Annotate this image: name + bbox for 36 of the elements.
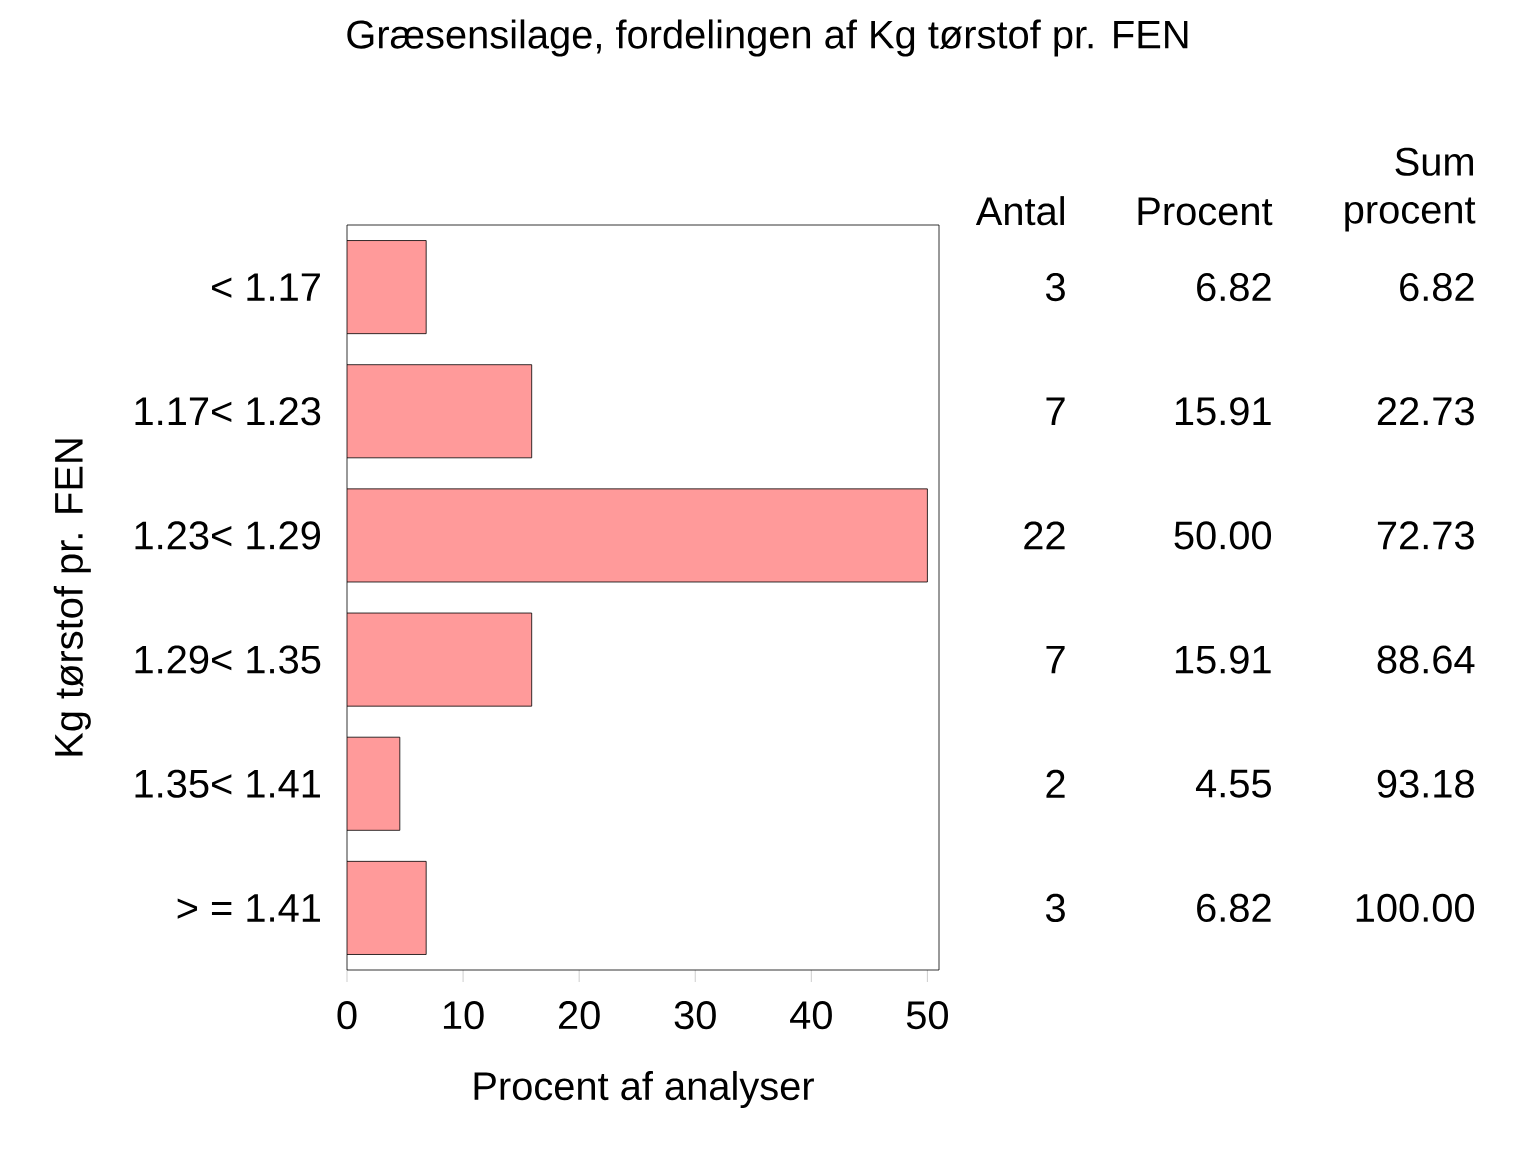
text: 93.18 (1377, 769, 1474, 798)
x-tick-label: 30 (674, 1001, 716, 1030)
x-tick-label: 40 (790, 1001, 832, 1030)
y-tick-label: > = 1.41 (177, 894, 320, 922)
text: 3 (1045, 893, 1065, 923)
data-label: 50.00 (1174, 521, 1272, 550)
text: 7 (1046, 645, 1065, 674)
y-tick-label: 1.17< 1.23 (135, 397, 321, 426)
y-tick-label: 1.23< 1.29 (135, 521, 321, 550)
text: 100.00 (1356, 893, 1475, 923)
data-label: 15.91 (1175, 645, 1271, 674)
text: Procent (1138, 197, 1273, 226)
text: 6.82 (1400, 272, 1474, 302)
text: 3 (1045, 272, 1065, 302)
y-tick-label: < 1.17 (212, 273, 320, 301)
text: 72.73 (1377, 521, 1474, 550)
x-tick-label: 20 (559, 1001, 600, 1030)
chart-title: Græsensilage, fordelingen af Kg tørstof pr. FEN (347, 19, 1188, 57)
x-axis-title: Procent af analyser (474, 1070, 814, 1109)
y-axis-title: Kg tørstof pr. FEN (53, 439, 91, 756)
data-label: 6.82 (1197, 272, 1271, 302)
text: 22 (1024, 521, 1065, 550)
data-label: 6.82 (1197, 893, 1271, 923)
data-label: 15.91 (1175, 397, 1271, 426)
x-tick-label: 0 (337, 1001, 357, 1030)
text: 88.64 (1377, 645, 1475, 674)
y-tick-label: 1.29< 1.35 (135, 645, 321, 674)
y-tick-label: 1.35< 1.41 (135, 769, 320, 798)
text: 22.73 (1377, 397, 1474, 426)
text: Sum procent (1345, 147, 1476, 232)
text: 2 (1046, 769, 1065, 798)
text: 7 (1046, 397, 1065, 425)
x-tick-label: 10 (443, 1001, 484, 1030)
data-label: 4.55 (1195, 769, 1271, 798)
text: Antal (975, 196, 1064, 226)
x-tick-label: 50 (906, 1001, 948, 1030)
